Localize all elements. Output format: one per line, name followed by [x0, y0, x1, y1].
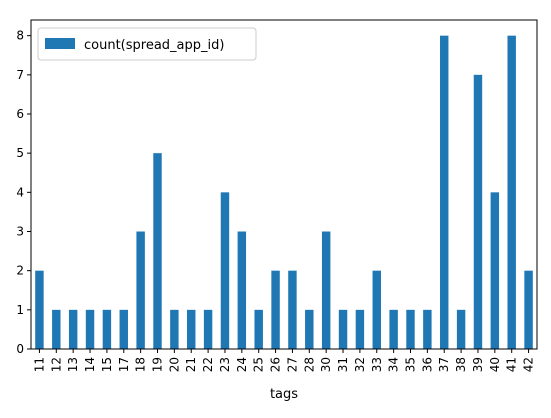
x-tick-label: 34 [387, 357, 401, 372]
x-tick-label: 14 [83, 357, 97, 372]
bar [136, 231, 145, 349]
bar [372, 270, 381, 349]
y-tick-label: 7 [16, 68, 24, 82]
bar [490, 192, 500, 349]
x-tick-label: 39 [471, 357, 485, 372]
bar [389, 309, 398, 349]
x-tick-label: 19 [151, 357, 165, 372]
bar [456, 309, 466, 349]
x-tick-label: 35 [404, 357, 418, 372]
y-axis: 0 1 2 3 4 5 6 7 8 [16, 29, 31, 356]
y-tick-label: 3 [16, 225, 24, 239]
y-tick-label: 2 [16, 264, 24, 278]
bar [254, 309, 263, 349]
x-tick-label: 38 [454, 357, 468, 372]
x-tick-label: 31 [336, 357, 350, 372]
bar [220, 192, 230, 349]
x-tick-label: 32 [353, 357, 367, 372]
x-tick-label: 25 [252, 357, 266, 372]
bar [524, 270, 533, 349]
x-tick-label: 36 [420, 357, 434, 372]
y-tick-label: 1 [16, 303, 24, 317]
bar [440, 35, 449, 350]
x-tick-label: 26 [269, 357, 283, 372]
x-axis-label: tags [270, 387, 298, 402]
bar [507, 35, 516, 350]
legend-box [37, 27, 257, 61]
bar [423, 309, 432, 349]
y-tick-label: 5 [16, 146, 24, 160]
bar [170, 309, 179, 349]
x-tick-label: 24 [235, 357, 249, 372]
bar [338, 309, 348, 349]
x-tick-label: 18 [134, 357, 148, 372]
bar [187, 309, 196, 349]
bar [203, 309, 213, 349]
bar [153, 153, 162, 349]
bar [305, 309, 314, 349]
bar [68, 309, 78, 349]
y-tick-label: 4 [16, 185, 24, 199]
x-tick-label: 13 [66, 357, 80, 372]
x-axis: 11 12 13 14 15 17 18 19 20 21 22 23 24 25 26 27 28 30 31 32… [32, 349, 536, 372]
x-tick-label: 15 [100, 357, 114, 372]
bar [321, 231, 331, 349]
bar [102, 309, 112, 349]
x-tick-label: 27 [285, 357, 299, 372]
x-tick-label: 37 [437, 357, 451, 372]
plot-frame [30, 19, 538, 350]
x-tick-label: 30 [319, 357, 333, 372]
bar [52, 309, 61, 349]
x-tick-label: 42 [522, 357, 536, 372]
bar [271, 270, 280, 349]
x-tick-label: 22 [201, 357, 215, 372]
bar [237, 231, 247, 349]
bar [35, 270, 44, 349]
bar [85, 309, 95, 349]
bar [119, 309, 128, 349]
legend-swatch [45, 38, 75, 49]
x-tick-label: 11 [32, 357, 46, 372]
x-tick-label: 23 [218, 357, 232, 372]
y-tick-label: 6 [16, 107, 24, 121]
x-tick-label: 28 [302, 357, 316, 372]
bars [35, 35, 533, 350]
x-tick-label: 41 [505, 357, 519, 372]
bar [406, 309, 415, 349]
legend-label: count(spread_app_id) [84, 38, 224, 53]
x-tick-label: 40 [488, 357, 502, 372]
bar [355, 309, 365, 349]
x-tick-label: 21 [184, 357, 198, 372]
legend: count(spread_app_id) [37, 27, 257, 61]
x-tick-label: 12 [49, 357, 63, 372]
y-tick-label: 8 [16, 29, 24, 43]
bar [473, 74, 483, 349]
x-tick-label: 20 [167, 357, 181, 372]
x-tick-label: 33 [370, 357, 384, 372]
bar [288, 270, 297, 349]
y-tick-label: 0 [16, 342, 24, 356]
x-tick-label: 17 [117, 357, 131, 372]
